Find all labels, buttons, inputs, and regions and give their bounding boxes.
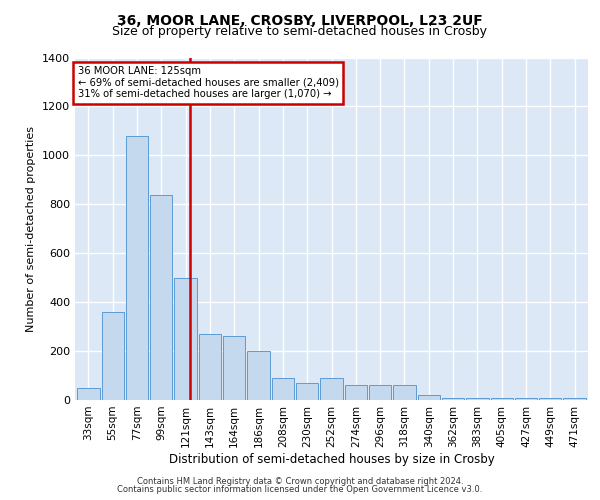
Text: Contains HM Land Registry data © Crown copyright and database right 2024.: Contains HM Land Registry data © Crown c… xyxy=(137,477,463,486)
Bar xyxy=(563,398,586,400)
Bar xyxy=(369,386,391,400)
Bar xyxy=(247,351,270,400)
Bar xyxy=(344,386,367,400)
Bar xyxy=(393,386,416,400)
Bar xyxy=(442,398,464,400)
Bar xyxy=(320,378,343,400)
Bar xyxy=(223,336,245,400)
Bar xyxy=(491,398,513,400)
Bar xyxy=(126,136,148,400)
Bar xyxy=(466,398,488,400)
Bar xyxy=(418,395,440,400)
Text: 36, MOOR LANE, CROSBY, LIVERPOOL, L23 2UF: 36, MOOR LANE, CROSBY, LIVERPOOL, L23 2U… xyxy=(117,14,483,28)
Text: Contains public sector information licensed under the Open Government Licence v3: Contains public sector information licen… xyxy=(118,485,482,494)
Bar xyxy=(199,334,221,400)
Bar xyxy=(175,278,197,400)
Bar xyxy=(77,388,100,400)
Text: 36 MOOR LANE: 125sqm
← 69% of semi-detached houses are smaller (2,409)
31% of se: 36 MOOR LANE: 125sqm ← 69% of semi-detac… xyxy=(77,66,338,100)
Bar xyxy=(150,194,172,400)
Bar xyxy=(515,398,537,400)
Bar xyxy=(101,312,124,400)
Bar xyxy=(539,398,562,400)
Bar xyxy=(296,383,319,400)
Text: Size of property relative to semi-detached houses in Crosby: Size of property relative to semi-detach… xyxy=(113,25,487,38)
X-axis label: Distribution of semi-detached houses by size in Crosby: Distribution of semi-detached houses by … xyxy=(169,452,494,466)
Bar xyxy=(272,378,294,400)
Y-axis label: Number of semi-detached properties: Number of semi-detached properties xyxy=(26,126,37,332)
